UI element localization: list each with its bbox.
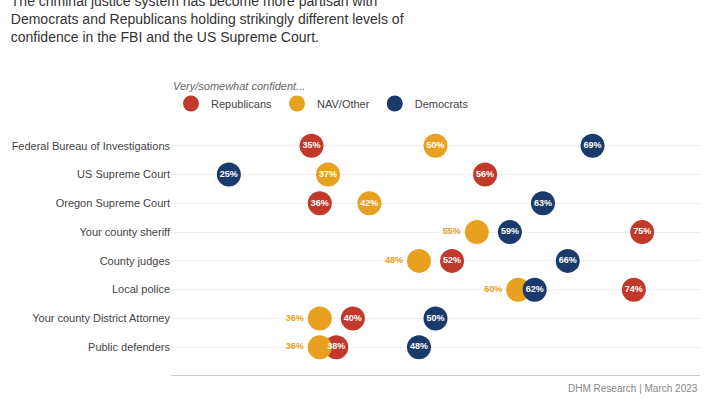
svg-text:63%: 63%	[534, 198, 552, 208]
svg-text:60%: 60%	[484, 284, 502, 294]
svg-text:35%: 35%	[303, 140, 321, 150]
svg-text:56%: 56%	[476, 169, 494, 179]
svg-text:Oregon Supreme Court: Oregon Supreme Court	[56, 197, 170, 209]
svg-text:Your county District Attorney: Your county District Attorney	[32, 312, 170, 324]
svg-text:48%: 48%	[410, 341, 428, 351]
svg-text:Democrats: Democrats	[415, 98, 469, 110]
svg-text:55%: 55%	[443, 226, 461, 236]
svg-text:Federal Bureau of Investigatio: Federal Bureau of Investigations	[12, 140, 171, 152]
svg-text:74%: 74%	[625, 284, 643, 294]
svg-text:69%: 69%	[584, 140, 602, 150]
svg-text:48%: 48%	[385, 255, 403, 265]
svg-text:The criminal justice system ha: The criminal justice system has become m…	[11, 0, 404, 45]
svg-text:36%: 36%	[286, 313, 304, 323]
svg-text:County judges: County judges	[100, 255, 171, 267]
svg-text:Your county sheriff: Your county sheriff	[79, 226, 170, 238]
svg-text:Very/somewhat confident...: Very/somewhat confident...	[173, 80, 305, 92]
svg-text:US Supreme Court: US Supreme Court	[77, 168, 170, 180]
svg-text:66%: 66%	[559, 255, 577, 265]
svg-text:Public defenders: Public defenders	[88, 341, 170, 353]
svg-text:42%: 42%	[360, 198, 378, 208]
svg-text:Local police: Local police	[112, 283, 170, 295]
svg-text:75%: 75%	[633, 226, 651, 236]
svg-text:38%: 38%	[327, 341, 345, 351]
svg-text:DHM Research | March 2023: DHM Research | March 2023	[568, 383, 698, 394]
svg-text:59%: 59%	[501, 226, 519, 236]
svg-text:62%: 62%	[526, 284, 544, 294]
svg-text:25%: 25%	[220, 169, 238, 179]
svg-text:36%: 36%	[286, 341, 304, 351]
svg-text:36%: 36%	[311, 198, 329, 208]
svg-text:Republicans: Republicans	[211, 98, 272, 110]
svg-text:NAV/Other: NAV/Other	[317, 98, 370, 110]
svg-text:37%: 37%	[319, 169, 337, 179]
svg-text:40%: 40%	[344, 313, 362, 323]
svg-text:52%: 52%	[443, 255, 461, 265]
svg-text:50%: 50%	[426, 313, 444, 323]
svg-text:50%: 50%	[426, 140, 444, 150]
